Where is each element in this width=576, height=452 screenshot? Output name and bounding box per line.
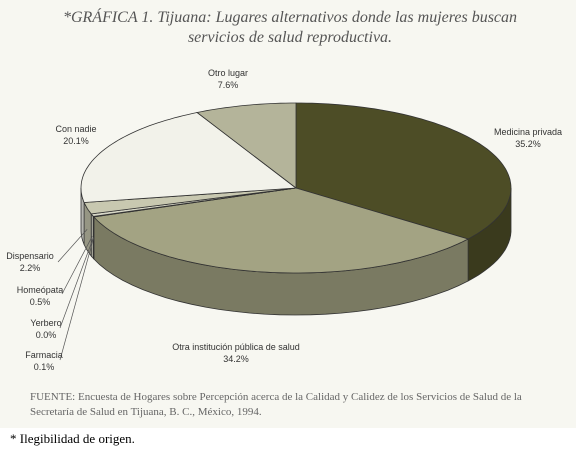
slice <box>196 102 297 189</box>
slice-label: Yerbero <box>30 318 61 328</box>
slice <box>295 102 512 240</box>
slice-label: Otra institución pública de salud <box>172 342 300 352</box>
slice-label: Homeópata <box>17 285 64 295</box>
value-label: 35.2% <box>515 139 541 149</box>
slice-label: Con nadie <box>55 124 96 134</box>
pie-tops <box>80 102 512 274</box>
slice <box>93 187 470 274</box>
value-label: 2.2% <box>20 263 41 273</box>
leader-line <box>61 236 93 295</box>
value-label: 20.1% <box>63 136 89 146</box>
chart-title: *GRÁFICA 1. Tijuana: Lugares alternativo… <box>62 9 518 46</box>
source-note: FUENTE: Encuesta de Hogares sobre Percep… <box>30 391 522 418</box>
value-label: 0.5% <box>30 297 51 307</box>
slice <box>80 112 298 203</box>
value-label: 34.2% <box>223 354 249 364</box>
chart: Medicina privada 35.2% Otra institución pú… <box>6 68 562 372</box>
slice-label: Farmacia <box>25 350 63 360</box>
leader-line <box>59 237 94 361</box>
slice-label: Medicina privada <box>494 127 562 137</box>
leader-line <box>57 229 88 263</box>
slice-label: Dispensario <box>6 251 54 261</box>
leader-line <box>59 237 94 329</box>
value-label: 7.6% <box>218 80 239 90</box>
slice <box>83 187 297 215</box>
value-label: 0.1% <box>34 362 55 372</box>
slice-label: Otro lugar <box>208 68 248 78</box>
footnote: * Ilegibilidad de origen. <box>10 431 135 446</box>
value-label: 0.0% <box>36 330 57 340</box>
